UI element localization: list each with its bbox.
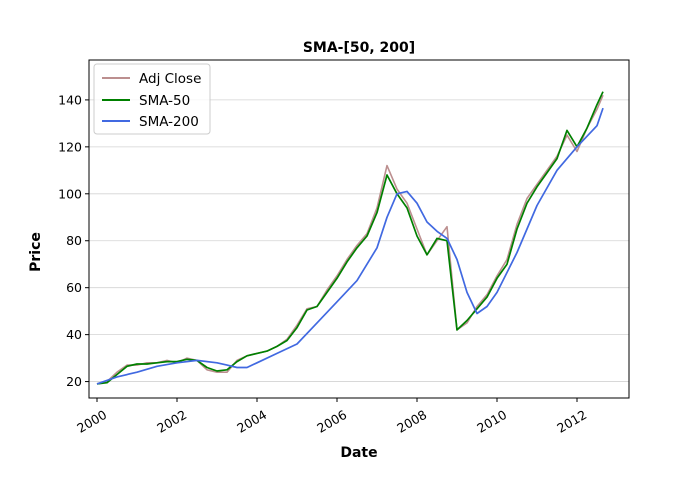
- y-tick-label-20: 20: [66, 374, 82, 389]
- x-axis-title: Date: [340, 445, 377, 461]
- x-tick-label-2002: 2002: [154, 407, 189, 436]
- plot-frame: [88, 59, 630, 399]
- gridlines: [89, 99, 629, 382]
- y-tick-label-100: 100: [58, 186, 82, 201]
- x-tick-label-2008: 2008: [394, 407, 429, 436]
- legend-label-sma-50: SMA-50: [139, 93, 190, 109]
- y-tick-label-140: 140: [58, 92, 82, 107]
- x-tick-label-2012: 2012: [554, 407, 589, 436]
- legend: Adj Close SMA-50 SMA-200: [93, 63, 211, 135]
- chart-title: SMA-[50, 200]: [303, 40, 415, 56]
- x-tick-label-2010: 2010: [474, 407, 509, 436]
- axes: [85, 59, 630, 402]
- y-tick-label-40: 40: [66, 327, 82, 342]
- series-line-sma-50: [96, 91, 604, 385]
- x-tick-label-2000: 2000: [74, 407, 109, 436]
- y-axis-title: Price: [28, 232, 44, 272]
- x-tick-label-2006: 2006: [314, 407, 349, 436]
- series-lines: [96, 91, 604, 385]
- series-line-adj-close: [96, 94, 604, 385]
- y-tick-label-120: 120: [58, 139, 82, 154]
- legend-label-sma-200: SMA-200: [139, 114, 199, 130]
- y-tick-label-80: 80: [66, 233, 82, 248]
- legend-label-adj-close: Adj Close: [139, 71, 201, 87]
- series-line-sma-200: [96, 107, 604, 385]
- legend-box: [93, 63, 211, 135]
- y-tick-label-60: 60: [66, 280, 82, 295]
- tick-labels: 20 40 60 80 100 120 140 2000 2002 2004 2006 2008 201…: [58, 92, 589, 435]
- x-tick-label-2004: 2004: [234, 407, 269, 436]
